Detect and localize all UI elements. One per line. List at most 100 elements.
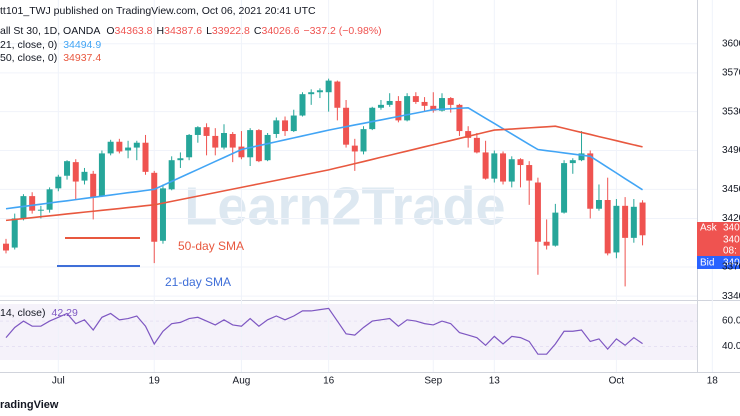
sma-legend: 50, close, 0) 34937.4 [0, 52, 101, 64]
annotation: 21-day SMA [165, 275, 231, 289]
y-tick-label: 33700 [722, 262, 740, 273]
candle-body [46, 189, 53, 210]
last-price: 340 [723, 235, 740, 246]
candle-body [587, 153, 594, 209]
candle-body [168, 160, 175, 190]
candle-body [142, 142, 149, 172]
ohlc-prefix: O [106, 25, 114, 37]
candle-body [72, 162, 79, 182]
bid-tag [697, 256, 740, 269]
ohlc-prefix: L [206, 25, 212, 37]
candle-body [561, 163, 568, 213]
annotation: 50-day SMA [178, 239, 244, 253]
candle-body [264, 134, 271, 161]
legend-name: 14, close) [0, 307, 46, 319]
ohlc-value: 33922.8 [212, 25, 250, 37]
candle-body [552, 212, 559, 246]
candle-body [159, 188, 166, 241]
ask-label: Ask [700, 223, 718, 234]
candle-body [508, 159, 515, 182]
candle-body [473, 137, 480, 153]
candle-body [316, 90, 323, 93]
candle-body [133, 142, 140, 148]
candle-body [630, 206, 637, 238]
candle-body [81, 171, 88, 181]
candle-body [212, 135, 219, 148]
candle-body [273, 120, 280, 134]
change: −337.2 (−0.98%) [303, 25, 381, 37]
y-tick-label: 35300 [722, 106, 740, 117]
candle-body [482, 152, 489, 179]
bid-label: Bid [700, 258, 714, 269]
x-tick-label: 16 [323, 376, 335, 387]
x-tick-label: Aug [233, 376, 251, 387]
candle-body [412, 96, 419, 102]
candle-body [604, 200, 611, 254]
y-tick-label: 34500 [722, 184, 740, 195]
candle-body [613, 205, 620, 253]
candle-body [125, 147, 132, 151]
candle-body [639, 202, 646, 236]
candle-body [98, 153, 105, 197]
sma-line [5, 125, 643, 222]
candle-body [37, 209, 44, 211]
x-tick-label: 18 [707, 376, 719, 387]
ohlc-value: 34363.8 [115, 25, 153, 37]
rsi-legend: 14, close) 42.29 [0, 307, 78, 319]
candle-body [334, 81, 341, 108]
candle-body [64, 161, 71, 176]
candle-body [177, 158, 184, 161]
candle-body [395, 100, 402, 121]
x-tick-label: 13 [489, 376, 501, 387]
candle-body [421, 101, 428, 106]
candle-body [90, 173, 97, 198]
ohlc-prefix: C [254, 25, 262, 37]
ask-price: 340 [723, 223, 740, 234]
candle-body [491, 153, 498, 179]
watermark: Learn2Trade [184, 176, 505, 236]
legend-name: 21, close, 0) [0, 39, 57, 51]
candle-body [11, 218, 18, 248]
candle-body [578, 153, 585, 161]
candle-body [29, 196, 36, 211]
grid [0, 0, 713, 372]
candle-body [351, 145, 358, 152]
candle-body [360, 129, 367, 152]
candle-body [229, 133, 236, 148]
candle-body [203, 127, 210, 136]
candle-body [500, 153, 507, 182]
candle-body [290, 115, 297, 132]
y-tick-label: 33400 [722, 291, 740, 302]
candle-body [3, 243, 9, 251]
legend-value: 34937.4 [63, 52, 101, 64]
y-tick-label: 35700 [722, 67, 740, 78]
sma-line [5, 106, 643, 210]
candle-body [569, 160, 576, 164]
footer-logo: radingView [0, 399, 59, 411]
legend-value: 42.29 [52, 307, 78, 319]
candle-body [325, 80, 332, 93]
legend-value: 34494.9 [63, 39, 101, 51]
candle-body [386, 100, 393, 105]
candle-body [534, 182, 541, 242]
candle-body [55, 176, 62, 189]
candle-body [430, 105, 437, 111]
y-tick-label: 36000 [722, 38, 740, 49]
bid-price: 340 [723, 258, 740, 269]
y-tick-label: 34200 [722, 213, 740, 224]
candle-body [194, 127, 201, 135]
candle-body [20, 196, 27, 219]
candle-body [116, 141, 123, 152]
x-tick-label: Jul [52, 376, 65, 387]
candle-body [151, 172, 158, 242]
countdown: 08: [723, 246, 737, 257]
candle-body [221, 133, 227, 148]
candle-body [282, 120, 289, 132]
marks [3, 78, 646, 355]
candle-body [456, 104, 463, 132]
candle-body [308, 92, 315, 95]
candle-body [238, 146, 245, 158]
candle-body [595, 200, 602, 209]
x-tick-label: Oct [609, 376, 625, 387]
